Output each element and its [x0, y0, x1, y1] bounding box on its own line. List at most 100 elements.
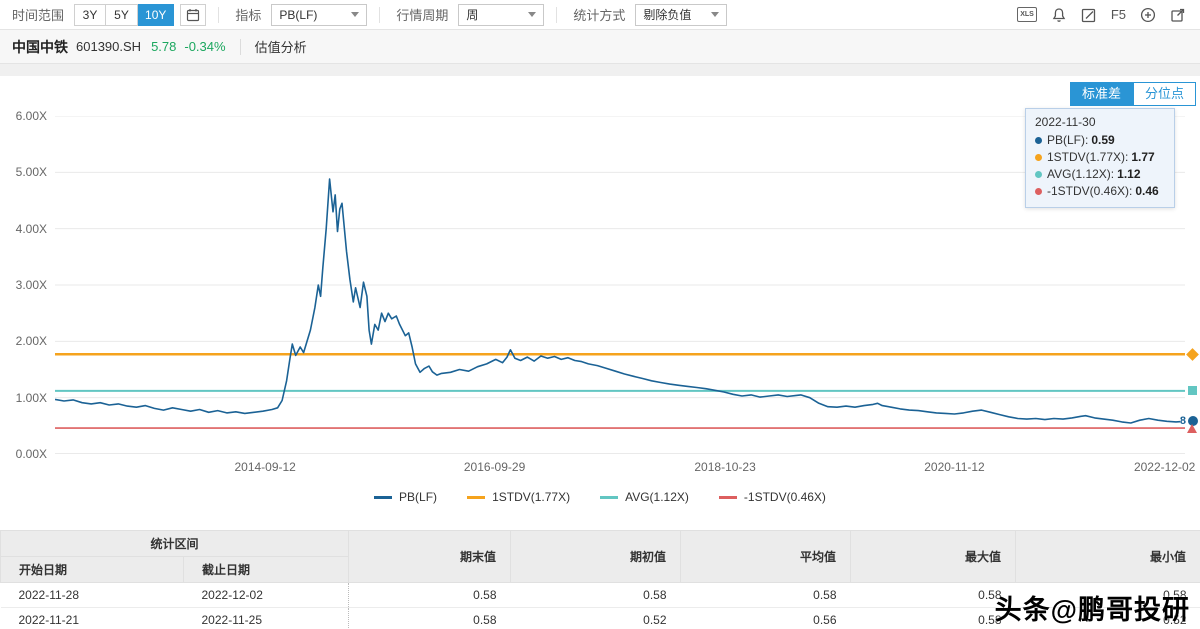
chart-legend: PB(LF) 1STDV(1.77X) AVG(1.12X) -1STDV(0.46X… — [0, 490, 1200, 504]
tooltip-rows: PB(LF): 0.59 1STDV(1.77X): 1.77 AVG(1.12X): 1… — [1035, 132, 1165, 200]
tooltip-row: PB(LF): 0.59 — [1035, 132, 1165, 149]
stat-method-select[interactable]: 剔除负值 — [635, 3, 728, 26]
value-cell: 0.52 — [510, 607, 681, 629]
top-toolbar: 时间范围 3Y 5Y 10Y 指标 PB(LF) 行情周期 周 统计方式 剔除负值 … — [0, 0, 1200, 30]
value-cell: 0.56 — [680, 607, 851, 629]
toolbar-right-icons: XLS F5 — [1017, 7, 1192, 23]
section-gap — [0, 64, 1200, 76]
indicator-label: 指标 — [235, 8, 262, 23]
date-cell: 2022-12-02 — [183, 582, 350, 608]
y-tick-label: 4.00X — [15, 221, 47, 236]
date-cell: 2022-11-21 — [0, 607, 184, 629]
chart-tab-分位点[interactable]: 分位点 — [1132, 82, 1196, 106]
legend-item: 1STDV(1.77X) — [467, 490, 570, 504]
series-dot-icon — [1035, 188, 1042, 195]
date-cell: 2022-11-28 — [0, 582, 184, 608]
chevron-down-icon — [711, 12, 720, 17]
stat-method-value: 剔除负值 — [643, 8, 692, 22]
stock-price: 5.78 — [151, 39, 177, 54]
series-dot-icon — [1035, 154, 1042, 161]
stock-code: 601390.SH — [76, 39, 142, 54]
legend-item: -1STDV(0.46X) — [718, 490, 826, 504]
edge-marker-triangle-icon — [1187, 423, 1197, 433]
col-header-average: 平均值 — [680, 530, 852, 583]
stats-table: 统计区间 期末值 期初值 平均值 最大值 最小值 开始日期 截止日期 2022-… — [0, 530, 1200, 629]
indicator-select[interactable]: PB(LF) — [271, 3, 368, 26]
y-axis-labels: 6.00X 5.00X 4.00X 3.00X 2.00X 1.00X 0.00X — [0, 109, 55, 461]
series-dot-icon — [1035, 137, 1042, 144]
x-tick-label: 2022-12-02 — [1133, 460, 1196, 474]
watermark: 头条@鹏哥投研 — [994, 595, 1190, 625]
toolbar-divider — [556, 6, 558, 23]
col-header-min: 最小值 — [1015, 530, 1200, 583]
valuation-chart-panel: 标准差 分位点 2022-11-30 PB(LF): 0.59 1STDV(1.77X… — [0, 76, 1200, 504]
value-cell: 0.52 — [1015, 607, 1200, 629]
stat-method-label: 统计方式 — [573, 8, 626, 23]
tooltip-date: 2022-11-30 — [1035, 115, 1096, 129]
tooltip-row: -1STDV(0.46X): 0.46 — [1035, 183, 1165, 200]
series-dot-icon — [1035, 171, 1042, 178]
period-value: 周 — [466, 8, 479, 22]
toolbar-divider — [379, 6, 381, 23]
toolbar-divider — [218, 6, 220, 23]
tooltip-row: AVG(1.12X): 1.12 — [1035, 166, 1165, 183]
legend-line-icon — [600, 495, 619, 499]
tooltip-row: 1STDV(1.77X): 1.77 — [1035, 149, 1165, 166]
divider — [239, 38, 241, 55]
edge-marker-diamond-icon — [1186, 347, 1199, 361]
edit-icon[interactable] — [1081, 7, 1097, 23]
time-range-label: 时间范围 — [12, 8, 65, 23]
value-cell: 0.58 — [850, 582, 1016, 608]
period-label: 行情周期 — [396, 8, 449, 23]
plot-row: 6.00X 5.00X 4.00X 3.00X 2.00X 1.00X 0.00X 8 — [0, 109, 1200, 461]
table-row: 2022-11-28 2022-12-02 0.58 0.58 0.58 0.58 0.58 — [0, 582, 1200, 608]
col-header-startvalue: 期初值 — [510, 530, 682, 583]
period-select[interactable]: 周 — [458, 3, 545, 26]
legend-item: PB(LF) — [374, 490, 437, 504]
x-tick-label: 2018-10-23 — [694, 460, 756, 474]
chevron-down-icon — [528, 12, 537, 17]
value-cell: 0.58 — [348, 582, 511, 608]
y-tick-label: 0.00X — [15, 447, 47, 461]
x-tick-label: 2016-09-29 — [463, 460, 526, 474]
x-axis-labels: 2014-09-12 2016-09-29 2018-10-23 2020-11-12… — [55, 454, 1195, 476]
stats-tbody: 2022-11-28 2022-12-02 0.58 0.58 0.58 0.58 0.58… — [0, 582, 1200, 629]
stock-name: 中国中铁 — [12, 38, 68, 55]
legend-line-icon — [718, 495, 737, 499]
stats-table-section: 统计区间 期末值 期初值 平均值 最大值 最小值 开始日期 截止日期 2022-… — [0, 530, 1200, 629]
range-button-10Y[interactable]: 10Y — [138, 3, 175, 26]
xls-export-icon[interactable]: XLS — [1017, 7, 1037, 22]
range-button-3Y[interactable]: 3Y — [74, 3, 107, 26]
last-value-label: 8 — [1179, 414, 1186, 427]
pb-line-chart — [55, 116, 1185, 454]
stock-change: -0.34% — [184, 39, 226, 54]
col-header-startdate: 开始日期 — [0, 556, 184, 583]
refresh-f5-button[interactable]: F5 — [1110, 7, 1126, 22]
legend-item: AVG(1.12X) — [600, 490, 689, 504]
date-cell: 2022-11-25 — [183, 607, 350, 629]
edge-marker-square-icon — [1188, 386, 1197, 396]
chart-tab-标准差[interactable]: 标准差 — [1069, 82, 1133, 106]
stock-info-bar: 中国中铁 601390.SH 5.78 -0.34% 估值分析 — [0, 30, 1200, 64]
value-cell: 0.58 — [680, 582, 851, 608]
x-tick-label: 2020-11-12 — [924, 460, 985, 474]
y-tick-label: 6.00X — [15, 109, 47, 123]
calendar-icon — [187, 8, 200, 21]
value-cell: 0.58 — [510, 582, 681, 608]
y-tick-label: 2.00X — [15, 334, 47, 349]
edge-marker-circle-icon — [1188, 415, 1198, 426]
add-icon[interactable] — [1140, 7, 1156, 23]
share-export-icon[interactable] — [1170, 7, 1186, 23]
valuation-analysis-tab[interactable]: 估值分析 — [254, 40, 307, 55]
chart-plot[interactable]: 8 — [55, 116, 1199, 454]
indicator-value: PB(LF) — [279, 7, 318, 22]
table-row: 2022-11-21 2022-11-25 0.58 0.52 0.56 0.58 0.52 — [0, 607, 1200, 629]
x-tick-label: 2014-09-12 — [234, 460, 296, 474]
y-tick-label: 3.00X — [15, 278, 47, 292]
col-header-max: 最大值 — [850, 530, 1017, 583]
range-button-5Y[interactable]: 5Y — [106, 3, 139, 26]
value-cell: 0.58 — [1015, 582, 1200, 608]
notification-bell-icon[interactable] — [1051, 7, 1067, 23]
legend-line-icon — [467, 495, 486, 499]
calendar-button[interactable] — [180, 3, 207, 26]
